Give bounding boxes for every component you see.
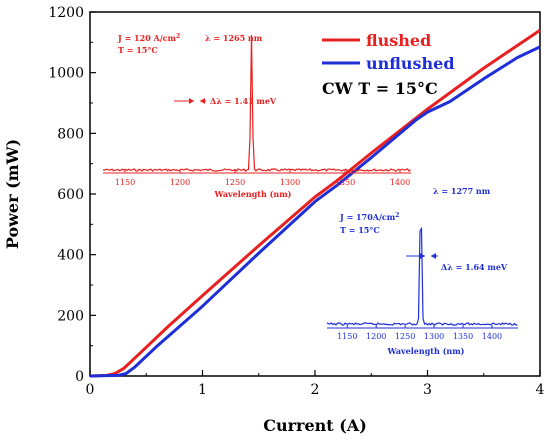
y-tick-label: 1000: [48, 66, 84, 82]
y-tick-label: 1200: [48, 5, 84, 21]
inset-spectrum-flushed: J = 120 A/cm2 T = 15°C λ = 1265 nm Δλ = …: [102, 33, 411, 199]
inset2-xlabel: Wavelength (nm): [387, 346, 465, 356]
y-tick-label: 0: [75, 369, 84, 385]
y-tick-label: 400: [57, 248, 84, 264]
inset-tick-label: 1350: [453, 332, 473, 341]
inset-tick-label: 1300: [280, 178, 300, 187]
y-axis-label: Power (mW): [3, 139, 22, 249]
inset-tick-label: 1300: [424, 332, 444, 341]
inset2-current-density: J = 170A/cm2: [339, 212, 399, 222]
inset-tick-label: 1150: [337, 332, 357, 341]
y-axis-ticks: 0 200 400 600 800 1000 1200: [48, 5, 96, 385]
y-tick-label: 800: [57, 126, 84, 142]
inset2-peak-label: λ = 1277 nm: [433, 186, 491, 196]
series-line-flushed: [89, 28, 541, 378]
inset1-ticks: 1150 1200 1250 1300 1350 1400: [115, 170, 410, 187]
x-tick-label: 2: [311, 382, 320, 398]
condition-annotation: CW T = 15°C: [322, 79, 438, 98]
inset-tick-label: 1250: [225, 178, 245, 187]
x-tick-label: 1: [198, 382, 207, 398]
inset-tick-label: 1250: [395, 332, 415, 341]
y-tick-label: 200: [57, 308, 84, 324]
y-tick-label: 600: [57, 187, 84, 203]
x-tick-label: 4: [536, 382, 545, 398]
inset2-spectrum-line: [326, 226, 518, 326]
series-line-unflushed: [89, 45, 541, 378]
inset1-current-density: J = 120 A/cm2: [117, 33, 180, 43]
inset1-arrowhead-left: [189, 98, 194, 104]
inset1-spectrum-line: [102, 34, 411, 172]
inset1-arrowhead-right: [200, 98, 205, 104]
inset2-ticks: 1150 1200 1250 1300 1350 1400: [337, 325, 502, 341]
inset2-arrowhead-right: [431, 253, 436, 259]
series-layer: [89, 28, 541, 378]
inset1-xlabel: Wavelength (nm): [214, 189, 292, 199]
inset1-peak-label: λ = 1265 nm: [205, 33, 263, 43]
inset-spectrum-unflushed: J = 170A/cm2 T = 15°C λ = 1277 nm Δλ = 1…: [326, 186, 518, 356]
inset1-temperature: T = 15°C: [118, 45, 158, 55]
inset-tick-label: 1200: [170, 178, 190, 187]
inset-tick-label: 1150: [115, 178, 135, 187]
inset-tick-label: 1400: [390, 178, 410, 187]
legend: flushed unflushed: [322, 31, 455, 73]
inset-tick-label: 1350: [335, 178, 355, 187]
inset-tick-label: 1200: [366, 332, 386, 341]
inset2-temperature: T = 15°C: [340, 225, 380, 235]
x-tick-label: 0: [86, 382, 95, 398]
legend-label-unflushed: unflushed: [366, 54, 455, 73]
x-axis-ticks: 0 1 2 3 4: [86, 370, 545, 398]
x-axis-label: Current (A): [263, 416, 367, 435]
inset-tick-label: 1400: [482, 332, 502, 341]
legend-label-flushed: flushed: [366, 31, 431, 50]
inset2-linewidth-label: Δλ = 1.64 meV: [441, 262, 508, 272]
x-tick-label: 3: [423, 382, 432, 398]
inset1-linewidth-label: Δλ = 1.41 meV: [210, 96, 277, 106]
